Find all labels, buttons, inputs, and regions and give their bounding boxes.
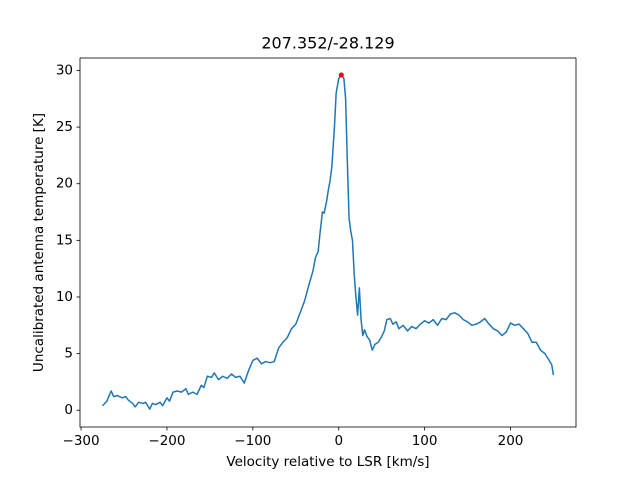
y-axis-label: Uncalibrated antenna temperature [K]: [31, 113, 47, 372]
y-tick-label: 25: [56, 119, 73, 135]
y-tick-label: 15: [56, 232, 73, 248]
x-tick-label: −200: [148, 433, 185, 449]
x-axis-label: Velocity relative to LSR [km/s]: [226, 454, 429, 470]
y-tick-label: 5: [64, 346, 73, 362]
y-tick-label: 10: [56, 289, 73, 305]
plot-frame: [79, 57, 577, 428]
y-tick-label: 20: [56, 176, 73, 192]
chart-title: 207.352/-28.129: [261, 34, 394, 53]
x-tick-label: −100: [234, 433, 271, 449]
x-tick-label: 200: [498, 433, 524, 449]
x-tick-label: −300: [63, 433, 100, 449]
y-tick-label: 0: [64, 402, 73, 418]
x-tick-label: 100: [412, 433, 438, 449]
peak-marker: [338, 72, 344, 78]
y-tick-label: 30: [56, 62, 73, 78]
spectrum-line: [102, 74, 555, 410]
x-tick-label: 0: [334, 433, 343, 449]
